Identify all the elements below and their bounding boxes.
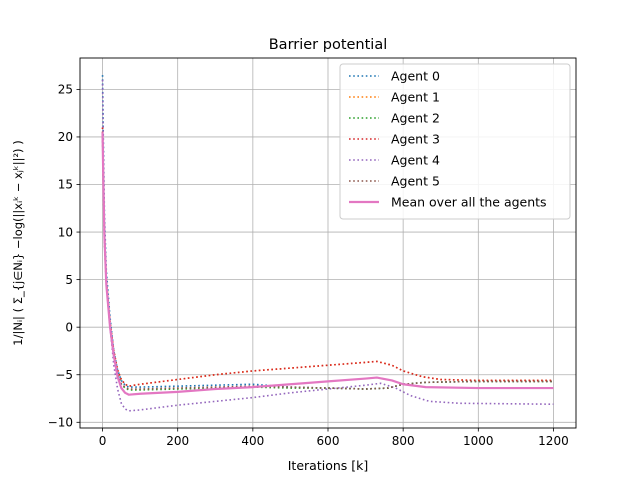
x-tick-label: 400 <box>241 434 264 448</box>
y-tick-label: 20 <box>58 130 73 144</box>
legend-label: Agent 5 <box>391 174 440 189</box>
y-axis-label: 1/|Nᵢ| ( Σ_{j∈Nᵢ} −log(||xᵢᵏ − xⱼᵏ||²) ) <box>11 140 25 345</box>
legend-label: Agent 0 <box>391 69 440 84</box>
series-line-6 <box>101 132 554 396</box>
x-axis-label: Iterations [k] <box>288 458 369 473</box>
x-axis-ticks: 0 200 400 600 800 1000 1200 <box>99 428 569 448</box>
y-axis-ticks: −10 −5 0 5 10 15 20 25 <box>48 83 80 429</box>
x-tick-label: 600 <box>317 434 340 448</box>
y-tick-label: 25 <box>58 83 73 97</box>
y-tick-label: −10 <box>48 415 73 429</box>
legend-label: Mean over all the agents <box>391 195 547 210</box>
x-tick-label: 0 <box>99 434 107 448</box>
chart-title: Barrier potential <box>269 37 388 53</box>
legend-box <box>339 63 571 220</box>
x-tick-label: 1200 <box>538 434 569 448</box>
legend-label: Agent 4 <box>391 153 440 168</box>
y-tick-label: 15 <box>58 178 73 192</box>
y-tick-label: 10 <box>58 225 73 239</box>
y-tick-label: 5 <box>65 273 73 287</box>
series-lines <box>101 75 554 412</box>
legend-label: Agent 3 <box>391 132 440 147</box>
series-line-3 <box>101 127 554 387</box>
legend-label: Agent 1 <box>391 90 440 105</box>
x-tick-label: 1000 <box>463 434 494 448</box>
y-tick-label: −5 <box>55 368 73 382</box>
grid-lines <box>80 58 576 428</box>
x-tick-label: 800 <box>392 434 415 448</box>
legend: Agent 0 Agent 1 Agent 2 Agent 3 Agent 4 Agent… <box>339 63 571 220</box>
y-tick-label: 0 <box>65 320 73 334</box>
x-tick-label: 200 <box>166 434 189 448</box>
legend-label: Agent 2 <box>391 111 440 126</box>
